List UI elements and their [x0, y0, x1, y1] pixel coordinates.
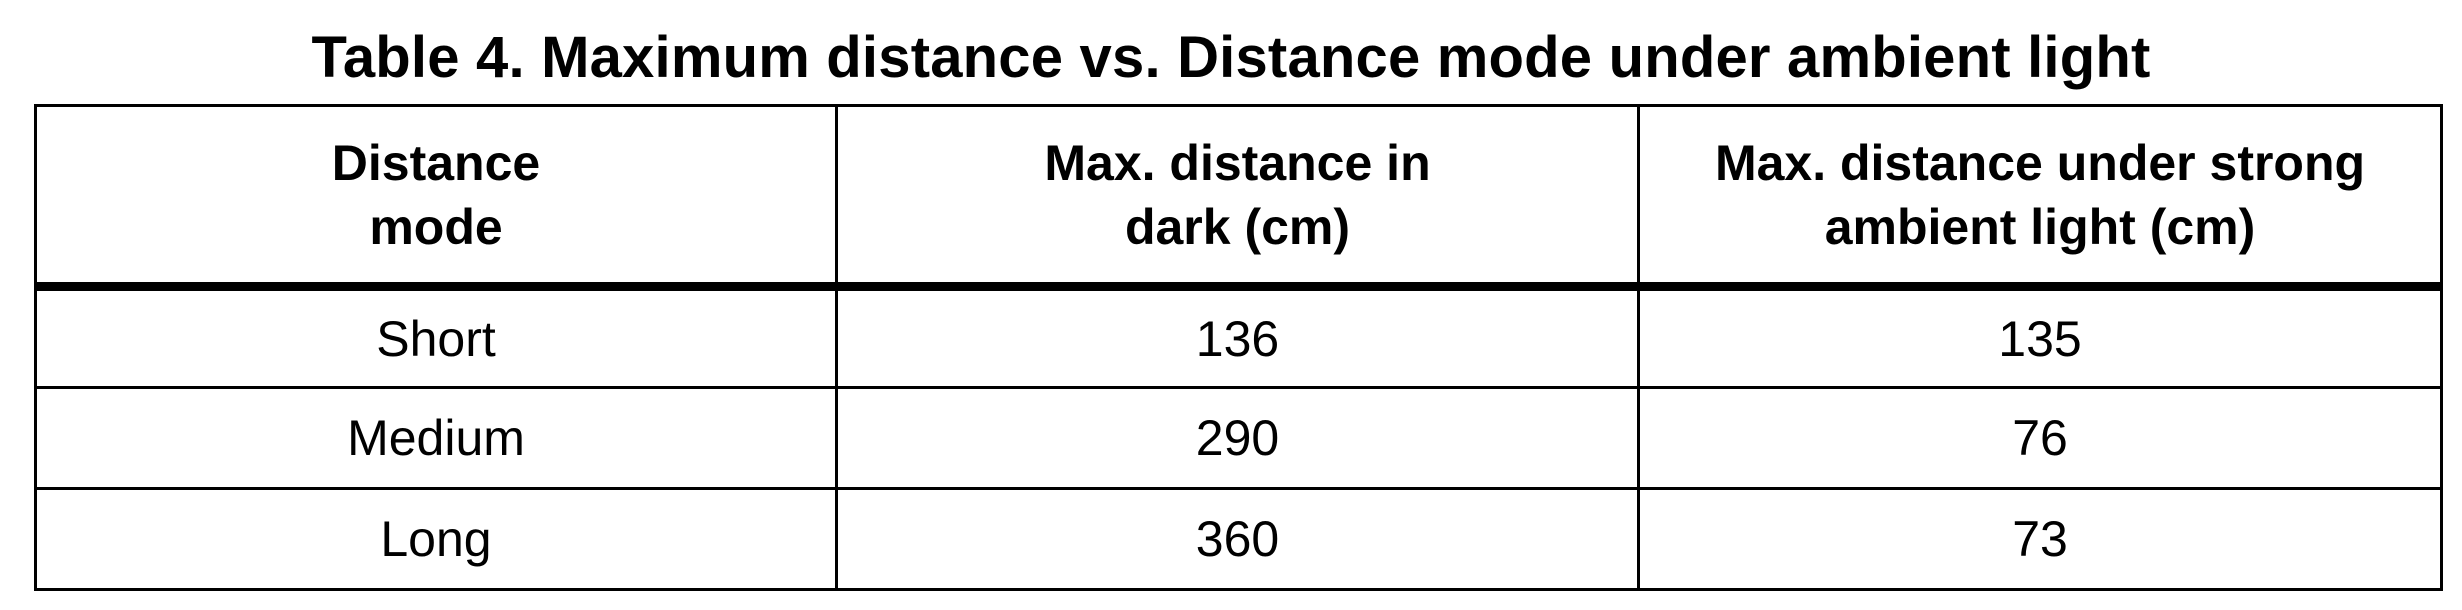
table-header-row: Distance mode Max. distance in dark (cm)…	[34, 104, 2443, 291]
distance-mode-table: Distance mode Max. distance in dark (cm)…	[34, 104, 2443, 591]
cell-mode: Short	[34, 285, 838, 389]
header-distance-mode: Distance mode	[34, 104, 838, 291]
table-row: Medium 290 76	[34, 386, 2443, 490]
cell-dark-distance: 360	[835, 487, 1640, 591]
header-max-distance-ambient-line2: ambient light (cm)	[1824, 198, 2256, 255]
cell-ambient-distance: 76	[1637, 386, 2443, 490]
table-row: Long 360 73	[34, 487, 2443, 591]
cell-ambient-distance: 73	[1637, 487, 2443, 591]
header-max-distance-ambient: Max. distance under strong ambient light…	[1637, 104, 2443, 291]
header-distance-mode-line2: mode	[369, 198, 503, 255]
cell-dark-distance: 136	[835, 285, 1640, 389]
cell-mode: Long	[34, 487, 838, 591]
header-distance-mode-line1: Distance	[331, 134, 541, 191]
cell-mode: Medium	[34, 386, 838, 490]
header-max-distance-dark: Max. distance in dark (cm)	[835, 104, 1640, 291]
header-max-distance-dark-line2: dark (cm)	[1124, 198, 1351, 255]
cell-dark-distance: 290	[835, 386, 1640, 490]
header-max-distance-dark-line1: Max. distance in	[1044, 134, 1431, 191]
header-max-distance-ambient-line1: Max. distance under strong	[1714, 134, 2366, 191]
cell-ambient-distance: 135	[1637, 285, 2443, 389]
table-caption: Table 4. Maximum distance vs. Distance m…	[311, 25, 2151, 90]
table-row: Short 136 135	[34, 285, 2443, 389]
